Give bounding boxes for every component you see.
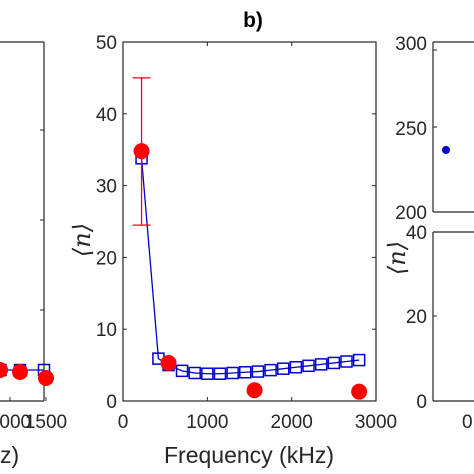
panel-b-x-tick-label: 3000 (355, 412, 397, 433)
panel-b: b) 0 1000 2000 3000 0 10 20 30 40 50 Frequency (k… (68, 9, 397, 468)
left-red-circle-point (0, 362, 8, 378)
red-circle-point (351, 383, 368, 400)
blue-square-point (239, 366, 252, 379)
right-lower-y-tick-label: 40 (406, 223, 427, 244)
blue-square-point (188, 366, 201, 380)
panel-b-title: b) (243, 9, 263, 32)
red-circle-point (133, 143, 150, 160)
panel-b-y-axis-label: ⟨n⟩ (68, 223, 96, 257)
blue-square-point (327, 356, 341, 370)
red-circle-point (246, 382, 263, 399)
blue-square-point (314, 358, 328, 371)
blue-square-point (213, 367, 227, 380)
panel-b-y-tick-label: 30 (96, 177, 117, 198)
red-circle-point (160, 354, 177, 371)
panel-b-y-tick-label: 20 (96, 248, 117, 269)
panel-b-x-tick-label: 0 (118, 412, 129, 433)
blue-square-point (251, 365, 265, 378)
panel-b-x-axis-label: Frequency (kHz) (164, 442, 334, 468)
left-x-tick-label: 1500 (25, 412, 67, 433)
blue-square-point (175, 364, 189, 378)
panel-b-y-tick-label: 40 (96, 105, 117, 126)
left-panel: 1000 1500 z) (0, 41, 67, 468)
right-data-point (442, 146, 450, 154)
blue-square-point (340, 355, 353, 368)
left-x-axis-label-fragment: z) (0, 442, 19, 468)
blue-square-point (264, 363, 277, 377)
panel-b-y-tick-label: 0 (106, 392, 117, 413)
right-upper-y-tick-label: 200 (395, 203, 427, 224)
right-x-tick-fragment: 0 (462, 412, 473, 433)
blue-square-point (289, 361, 303, 374)
panel-b-y-tick-label: 50 (96, 33, 117, 54)
right-panel: 200 250 300 0 20 40 ⟨n⟩ 0 (383, 34, 474, 433)
blue-square-point (201, 367, 214, 380)
left-red-circle-point (38, 370, 54, 386)
panel-b-plot-box (122, 41, 377, 402)
blue-square-point (226, 366, 239, 380)
blue-square-point (302, 359, 315, 373)
blue-series-line (140, 158, 360, 375)
right-y-axis-label: ⟨n⟩ (383, 241, 411, 275)
panel-b-x-tick-label: 1000 (186, 412, 228, 433)
blue-square-point (276, 362, 290, 375)
panel-b-x-tick-label: 2000 (271, 412, 313, 433)
left-red-circle-point (12, 364, 28, 380)
panel-b-y-tick-label: 10 (96, 320, 117, 341)
right-lower-y-tick-label: 0 (416, 392, 427, 413)
left-x-tick-label: 1000 (0, 412, 31, 433)
right-lower-y-tick-label: 20 (406, 307, 427, 328)
blue-square-point (352, 353, 366, 367)
right-upper-y-tick-label: 300 (395, 34, 427, 55)
right-upper-y-tick-label: 250 (395, 119, 427, 140)
